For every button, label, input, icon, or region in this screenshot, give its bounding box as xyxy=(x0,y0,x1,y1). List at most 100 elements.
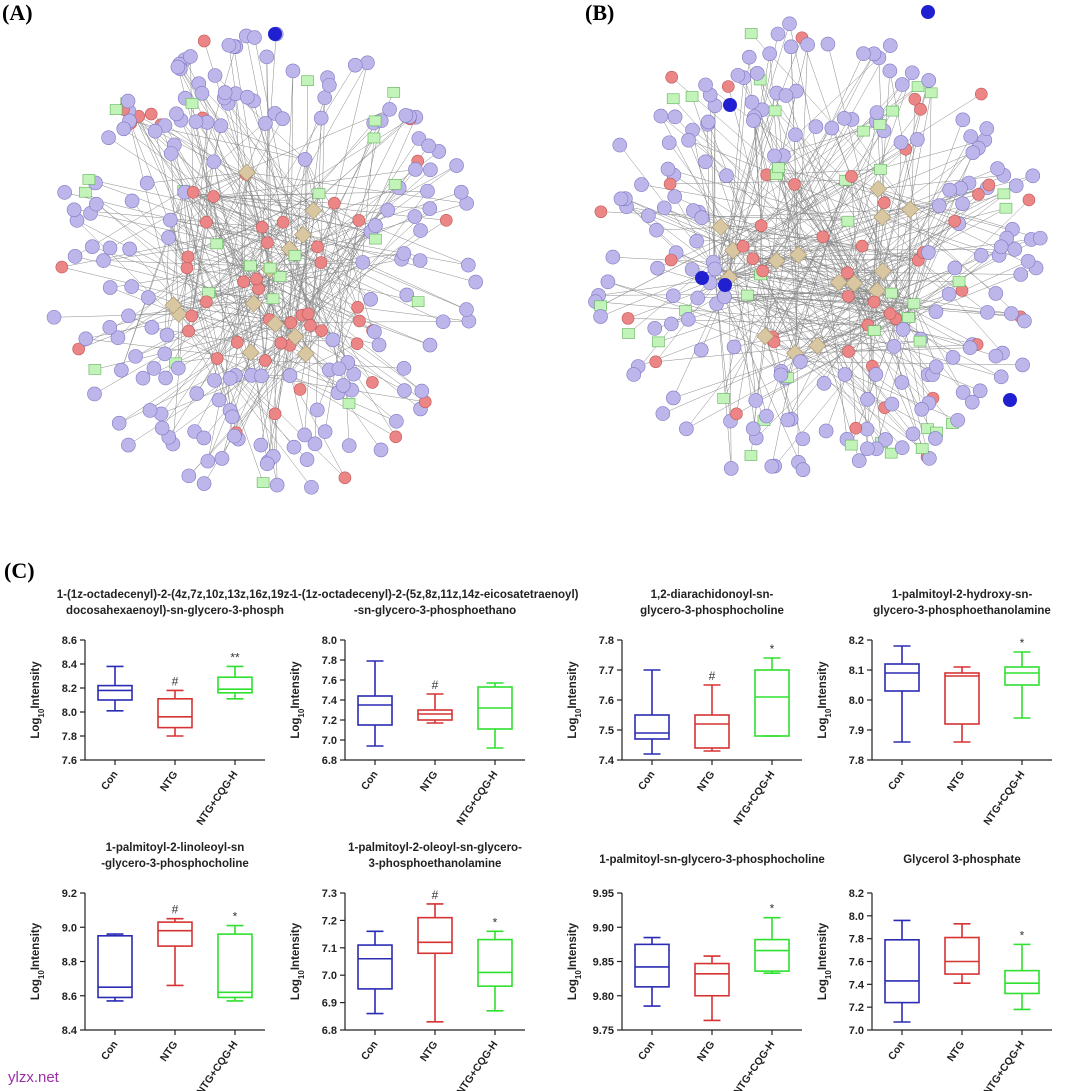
network-node xyxy=(78,331,94,347)
network-node xyxy=(231,336,244,349)
network-node xyxy=(653,108,669,124)
network-edge xyxy=(889,119,964,314)
network-node xyxy=(878,196,891,210)
network-node xyxy=(730,407,743,421)
y-tick-label: 7.0 xyxy=(322,970,337,982)
y-tick-label: 7.8 xyxy=(849,755,864,767)
network-node xyxy=(829,273,848,292)
network-node xyxy=(244,260,257,272)
network-node xyxy=(314,256,328,269)
box xyxy=(694,714,730,749)
network-edge xyxy=(733,313,891,348)
network-node xyxy=(808,119,824,135)
network-node xyxy=(468,274,484,290)
y-label-sub: 10 xyxy=(297,970,306,979)
y-tick-label: 8.6 xyxy=(62,635,77,647)
network-node xyxy=(818,423,834,439)
network-node xyxy=(135,370,151,386)
network-edge xyxy=(772,72,913,337)
network-edge xyxy=(61,226,263,268)
network-node xyxy=(286,327,305,346)
network-node xyxy=(634,177,649,192)
y-tick-label: 7.0 xyxy=(849,1025,864,1037)
network-edge xyxy=(787,296,849,421)
network-node xyxy=(882,63,898,79)
network-edge xyxy=(90,213,321,263)
network-edge xyxy=(733,221,849,348)
network-node xyxy=(700,114,716,130)
network-edge xyxy=(748,57,762,226)
network-edge xyxy=(85,315,192,340)
y-tick-label: 6.9 xyxy=(322,998,337,1010)
network-edge xyxy=(626,206,919,261)
y-label-part: Log xyxy=(290,979,302,1000)
y-tick-label: 7.4 xyxy=(322,695,338,707)
network-node xyxy=(87,386,102,402)
network-node xyxy=(275,111,290,126)
network-node xyxy=(955,385,971,400)
network-edge xyxy=(714,268,996,357)
x-tick-label: NTG xyxy=(945,769,968,794)
network-node xyxy=(893,135,909,150)
network-edge xyxy=(673,174,896,319)
network-node xyxy=(894,77,910,92)
watermark: ylzx.net xyxy=(8,1069,60,1086)
network-node xyxy=(146,361,162,376)
y-tick-label: 8.0 xyxy=(849,911,864,923)
network-node xyxy=(841,215,855,227)
network-node xyxy=(911,81,925,92)
network-edge xyxy=(798,254,971,348)
network-edge xyxy=(760,45,891,276)
network-edge xyxy=(778,167,799,255)
y-axis-label: Log10Intensity xyxy=(290,661,306,739)
network-node xyxy=(101,130,116,145)
y-axis-label: Log10Intensity xyxy=(30,661,46,739)
network-edge xyxy=(709,23,790,283)
network-edge xyxy=(747,290,878,296)
network-edge xyxy=(889,70,924,253)
x-tick-label: Con xyxy=(99,769,121,793)
network-edge xyxy=(692,129,892,294)
y-tick-label: 7.7 xyxy=(599,665,614,677)
network-node xyxy=(439,214,453,227)
network-node xyxy=(824,120,840,136)
network-node xyxy=(163,146,179,161)
network-edge xyxy=(714,37,803,270)
network-node xyxy=(367,324,382,340)
network-node xyxy=(788,127,803,143)
network-node xyxy=(759,408,774,424)
network-edge xyxy=(851,176,996,294)
network-node xyxy=(221,37,237,53)
network-edge xyxy=(154,131,188,268)
network-node xyxy=(185,309,199,323)
network-node xyxy=(124,193,140,209)
network-node xyxy=(85,239,100,254)
network-node xyxy=(169,106,184,122)
network-edge xyxy=(783,155,855,284)
network-edge xyxy=(302,234,476,283)
box xyxy=(357,695,393,726)
network-node xyxy=(352,214,366,227)
panel-label: (A) xyxy=(2,0,33,25)
network-edge xyxy=(183,190,189,257)
network-node xyxy=(185,98,199,109)
network-node xyxy=(746,252,760,265)
x-tick-label: NTG+CQG-H xyxy=(731,1039,777,1091)
network-node xyxy=(407,209,423,224)
network-node xyxy=(382,102,397,117)
y-axis-label: Log10Intensity xyxy=(290,922,306,1000)
network-edge xyxy=(889,313,930,459)
y-tick-label: 8.0 xyxy=(849,695,864,707)
network-node xyxy=(114,362,129,378)
network-node xyxy=(200,295,213,309)
network-edge xyxy=(94,322,291,370)
network-node xyxy=(667,109,683,125)
y-tick-label: 7.8 xyxy=(599,635,614,647)
network-node xyxy=(331,361,347,377)
network-node xyxy=(650,260,665,276)
network-edge xyxy=(844,118,881,170)
network-node xyxy=(253,437,269,453)
network-node xyxy=(886,339,902,354)
network-node xyxy=(770,26,786,42)
network-node xyxy=(301,75,314,87)
